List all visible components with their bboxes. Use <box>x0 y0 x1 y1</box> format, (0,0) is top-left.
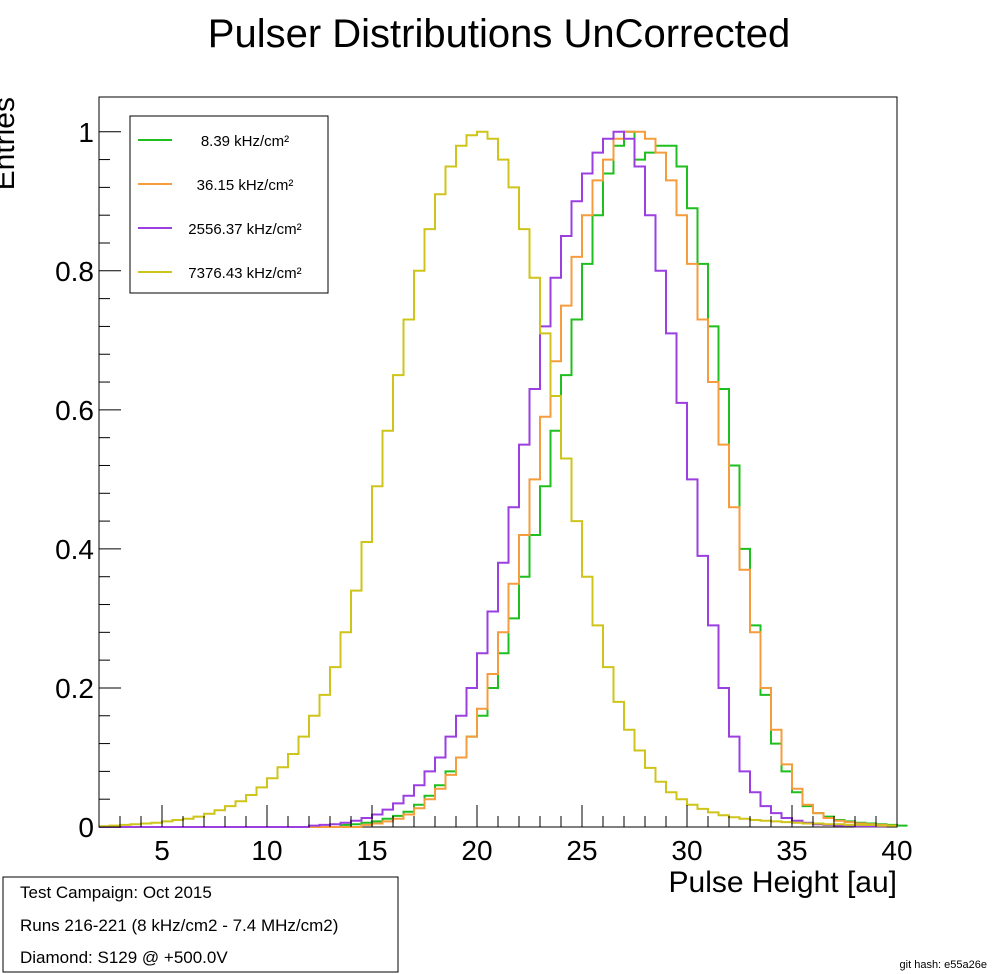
legend-box <box>129 115 329 294</box>
x-axis-title: Pulse Height [au] <box>669 866 897 899</box>
y-tick-label: 1 <box>78 117 94 148</box>
legend: 8.39 kHz/cm² 36.15 kHz/cm² 2556.37 kHz/cm²… <box>129 115 329 294</box>
series-line-1 <box>99 130 897 828</box>
x-tick-label: 15 <box>356 835 387 866</box>
x-tick-label: 40 <box>881 835 912 866</box>
y-tick-label: 0.8 <box>55 256 94 287</box>
x-tick-label: 10 <box>251 835 282 866</box>
x-tick-label: 5 <box>154 835 170 866</box>
x-tick-label: 30 <box>671 835 702 866</box>
legend-label-1: 36.15 kHz/cm² <box>197 177 294 194</box>
y-tick-label: 0.4 <box>55 534 94 565</box>
git-hash-label: git hash: e55a26e <box>900 959 987 971</box>
x-axis: 5 10 15 20 25 30 35 40 <box>98 805 913 866</box>
legend-label-2: 2556.37 kHz/cm² <box>188 221 301 238</box>
x-tick-label: 25 <box>566 835 597 866</box>
info-line-diamond: Diamond: S129 @ +500.0V <box>20 948 228 967</box>
y-tick-label: 0.2 <box>55 673 94 704</box>
info-line-runs: Runs 216-221 (8 kHz/cm2 - 7.4 MHz/cm2) <box>20 916 338 935</box>
y-axis-title: Entries <box>0 97 21 190</box>
info-line-campaign: Test Campaign: Oct 2015 <box>20 883 212 902</box>
y-tick-label: 0 <box>78 812 94 843</box>
x-tick-label: 35 <box>776 835 807 866</box>
legend-label-0: 8.39 kHz/cm² <box>201 133 289 150</box>
chart-title: Pulser Distributions UnCorrected <box>208 12 790 56</box>
y-axis: 0 0.2 0.4 0.6 0.8 1 <box>55 117 121 843</box>
x-tick-label: 20 <box>461 835 492 866</box>
series-line-2 <box>99 130 887 828</box>
y-tick-label: 0.6 <box>55 395 94 426</box>
info-box-frame <box>2 876 399 973</box>
series-line-3 <box>99 130 897 828</box>
info-box: Test Campaign: Oct 2015 Runs 216-221 (8 … <box>2 876 399 973</box>
series-layer <box>99 130 908 828</box>
legend-label-3: 7376.43 kHz/cm² <box>188 265 301 282</box>
